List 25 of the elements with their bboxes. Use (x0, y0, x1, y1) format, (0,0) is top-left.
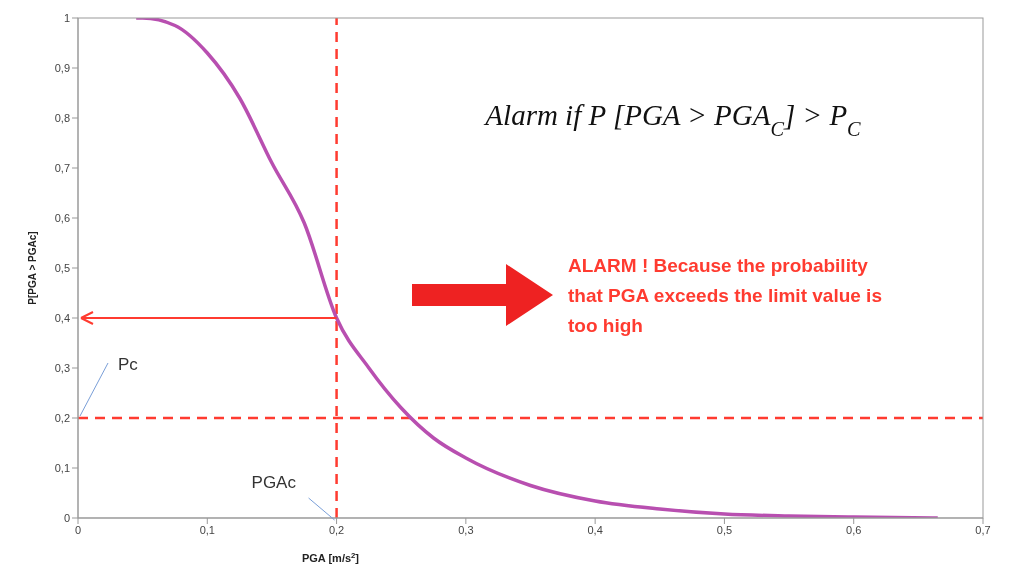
y-tick-label: 0,2 (54, 411, 70, 424)
x-tick-label: 0 (74, 523, 82, 536)
annotation: ALARM ! Because the probability that PGA exceeds the limit value is too high (568, 254, 883, 338)
y-tick-label: 0,3 (54, 361, 70, 374)
y-axis-title: P[PGA > PGAc] (27, 231, 38, 305)
y-tick-label: 0,8 (54, 111, 70, 124)
x-tick-label: 0,6 (846, 523, 862, 536)
y-tick-label: 0,9 (54, 61, 70, 74)
y-tick-label: 1 (63, 11, 70, 24)
annotation: Alarm if P [PGA > PGA$_{C}$] > P$_{C}$ (483, 99, 862, 140)
y-tick-label: 0 (63, 511, 70, 524)
y-tick-label: 0,1 (54, 461, 70, 474)
x-tick-label: 0,2 (328, 523, 345, 536)
ref-line-label: PGAc (251, 473, 297, 492)
x-tick-label: 0,1 (199, 523, 215, 536)
x-tick-label: 0,5 (716, 523, 733, 536)
ref-line-label: Pc (118, 355, 139, 374)
y-tick-label: 0,7 (54, 161, 70, 174)
y-tick-label: 0,5 (54, 261, 70, 274)
y-tick-label: 0,4 (54, 311, 70, 324)
x-tick-label: 0,3 (458, 523, 474, 536)
x-axis-title: PGA [m/s$^{2}$] (301, 550, 360, 564)
x-tick-label: 0,7 (975, 523, 991, 536)
y-tick-label: 0,6 (54, 211, 70, 224)
x-tick-label: 0,4 (587, 523, 603, 536)
